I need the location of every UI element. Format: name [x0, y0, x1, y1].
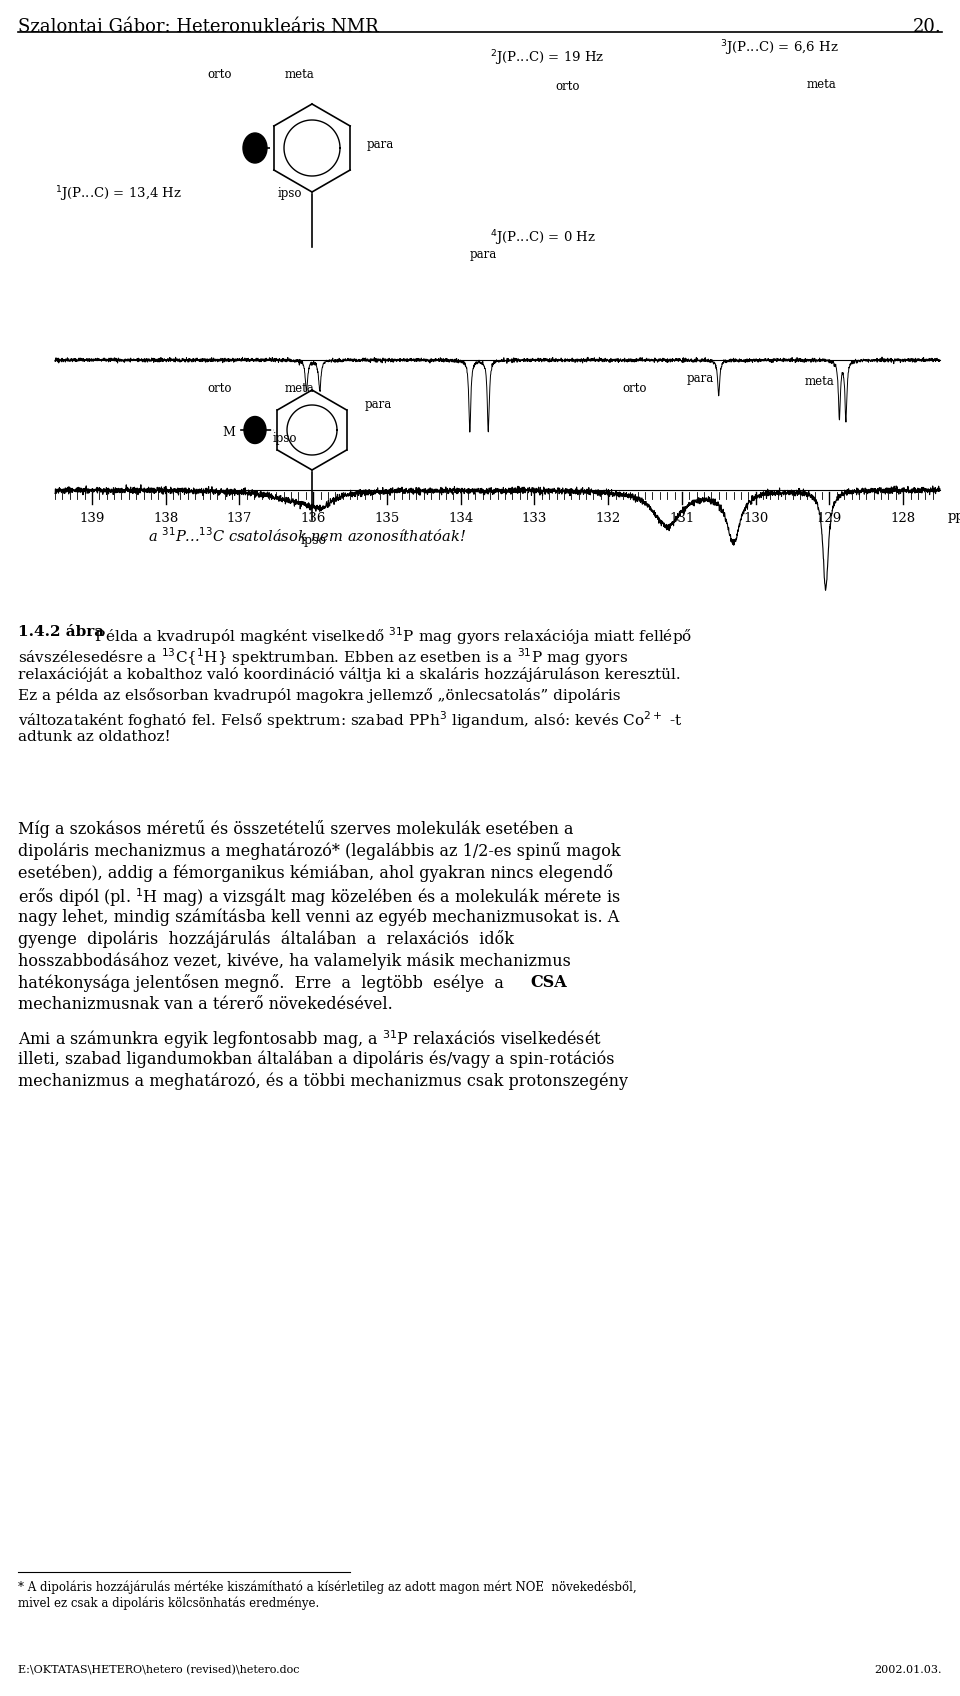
Text: CSA: CSA [530, 974, 566, 990]
Text: sávszélesedésre a $^{13}$C{$^1$H} spektrumban. Ebben az esetben is a $^{31}$P ma: sávszélesedésre a $^{13}$C{$^1$H} spektr… [18, 646, 628, 668]
Text: 136: 136 [300, 512, 325, 526]
Text: para: para [469, 248, 496, 261]
Text: para: para [365, 399, 392, 410]
Text: nagy lehet, mindig számításba kell venni az egyéb mechanizmusokat is. A: nagy lehet, mindig számításba kell venni… [18, 907, 619, 926]
Text: ipso: ipso [300, 534, 326, 548]
Text: meta: meta [285, 68, 315, 81]
Text: $^4$J(P...C) = 0 Hz: $^4$J(P...C) = 0 Hz [490, 227, 596, 248]
Text: Szalontai Gábor: Heteronukleáris NMR: Szalontai Gábor: Heteronukleáris NMR [18, 19, 378, 36]
Text: mechanizmusnak van a térerő növekedésével.: mechanizmusnak van a térerő növekedéséve… [18, 996, 393, 1013]
Text: 130: 130 [743, 512, 768, 526]
Text: a $^{31}$P...$^{13}$C csatolások nem azonosíthatóak!: a $^{31}$P...$^{13}$C csatolások nem azo… [148, 526, 466, 544]
Text: adtunk az oldathoz!: adtunk az oldathoz! [18, 729, 171, 745]
Text: 2002.01.03.: 2002.01.03. [875, 1665, 942, 1676]
Text: Ez a példa az elsősorban kvadrupól magokra jellemző „önlecsatolás” dipoláris: Ez a példa az elsősorban kvadrupól magok… [18, 689, 620, 704]
Text: 1.4.2 ábra: 1.4.2 ábra [18, 626, 104, 639]
Text: * A dipoláris hozzájárulás mértéke kiszámítható a kísérletileg az adott magon mé: * A dipoláris hozzájárulás mértéke kiszá… [18, 1581, 636, 1594]
Text: 133: 133 [521, 512, 547, 526]
Text: para: para [367, 137, 394, 151]
Text: dipoláris mechanizmus a meghatározó* (legalábbis az 1/2-es spinű magok: dipoláris mechanizmus a meghatározó* (le… [18, 841, 620, 860]
Text: Példa a kvadrupól magként viselkedő $^{31}$P mag gyors relaxációja miatt fellépő: Példa a kvadrupól magként viselkedő $^{3… [90, 626, 692, 646]
Text: meta: meta [805, 375, 835, 388]
Text: 131: 131 [669, 512, 694, 526]
Text: $^1$J(P...C) = 13,4 Hz: $^1$J(P...C) = 13,4 Hz [55, 185, 182, 204]
Text: relaxációját a kobalthoz való koordináció váltja ki a skaláris hozzájáruláson ke: relaxációját a kobalthoz való koordináci… [18, 667, 681, 682]
Text: 134: 134 [448, 512, 473, 526]
Text: esetében), addig a fémorganikus kémiában, ahol gyakran nincs elegendő: esetében), addig a fémorganikus kémiában… [18, 863, 613, 882]
Text: orto: orto [207, 68, 232, 81]
Ellipse shape [244, 417, 266, 443]
Text: 20.: 20. [913, 19, 942, 36]
Text: Ami a számunkra egyik legfontosabb mag, a $^{31}$P relaxációs viselkedését: Ami a számunkra egyik legfontosabb mag, … [18, 1028, 602, 1052]
Text: ppm: ppm [948, 510, 960, 522]
Text: változataként fogható fel. Felső spektrum: szabad PPh$^3$ ligandum, alsó: kevés : változataként fogható fel. Felső spektru… [18, 709, 683, 731]
Ellipse shape [243, 132, 267, 163]
Text: 129: 129 [817, 512, 842, 526]
Text: 128: 128 [891, 512, 916, 526]
Text: meta: meta [285, 382, 315, 395]
Text: gyenge  dipoláris  hozzájárulás  általában  a  relaxációs  idők: gyenge dipoláris hozzájárulás általában … [18, 929, 514, 948]
Text: 132: 132 [595, 512, 621, 526]
Text: orto: orto [623, 382, 647, 395]
Text: ipso: ipso [277, 187, 302, 200]
Text: illeti, szabad ligandumokban általában a dipoláris és/vagy a spin-rotációs: illeti, szabad ligandumokban általában a… [18, 1050, 614, 1067]
Text: mivel ez csak a dipoláris kölcsönhatás eredménye.: mivel ez csak a dipoláris kölcsönhatás e… [18, 1598, 320, 1611]
Text: M: M [223, 426, 235, 439]
Text: $^2$J(P...C) = 19 Hz: $^2$J(P...C) = 19 Hz [490, 47, 605, 68]
Text: orto: orto [207, 382, 232, 395]
Text: ipso: ipso [273, 432, 298, 444]
Text: mechanizmus a meghatározó, és a többi mechanizmus csak protonszegény: mechanizmus a meghatározó, és a többi me… [18, 1072, 628, 1089]
Text: para: para [686, 371, 713, 385]
Text: hosszabbodásához vezet, kivéve, ha valamelyik másik mechanizmus: hosszabbodásához vezet, kivéve, ha valam… [18, 951, 571, 970]
Text: 138: 138 [153, 512, 179, 526]
Text: 135: 135 [374, 512, 399, 526]
Text: Míg a szokásos méretű és összetételű szerves molekulák esetében a: Míg a szokásos méretű és összetételű sze… [18, 819, 573, 838]
Text: erős dipól (pl. $^1$H mag) a vizsgált mag közelében és a molekulák mérete is: erős dipól (pl. $^1$H mag) a vizsgált ma… [18, 885, 620, 909]
Text: E:\OKTATAS\HETERO\hetero (revised)\hetero.doc: E:\OKTATAS\HETERO\hetero (revised)\heter… [18, 1665, 300, 1676]
Text: meta: meta [807, 78, 837, 92]
Text: 137: 137 [227, 512, 252, 526]
Text: hatékonysága jelentősen megnő.  Erre  a  legtöbb  esélye  a: hatékonysága jelentősen megnő. Erre a le… [18, 974, 515, 992]
Text: $^3$J(P...C) = 6,6 Hz: $^3$J(P...C) = 6,6 Hz [720, 37, 839, 58]
Text: orto: orto [556, 80, 580, 93]
Text: 139: 139 [79, 512, 105, 526]
